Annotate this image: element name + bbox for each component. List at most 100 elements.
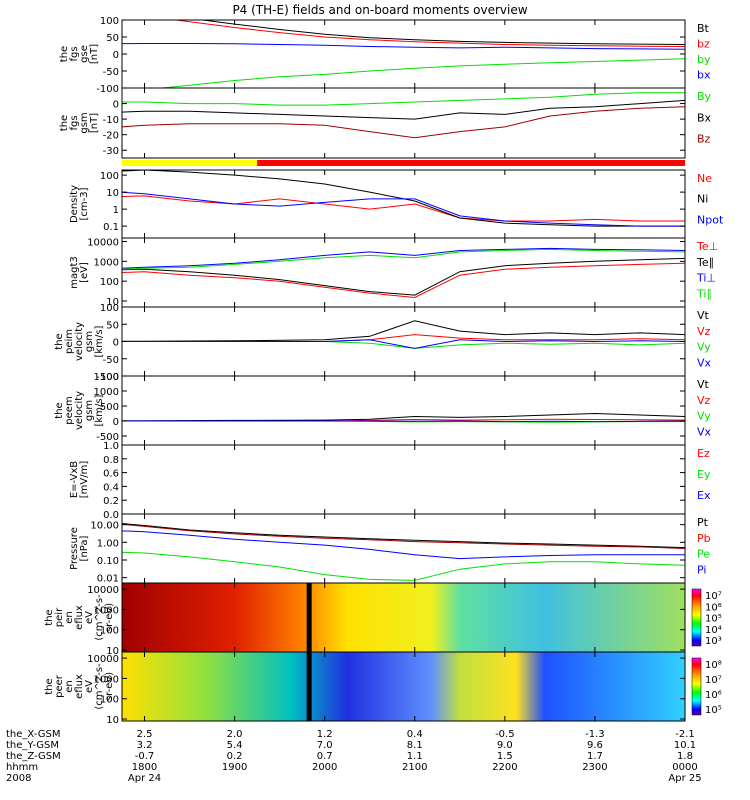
fgs_gse-ylabel: gse bbox=[79, 45, 90, 63]
peim_velocity-ytick-label: -50 bbox=[103, 355, 119, 366]
fgs_gsm-ytick-label: -10 bbox=[103, 115, 119, 126]
fgs_gse-frame bbox=[121, 19, 686, 89]
xaxis-value: Apr 25 bbox=[668, 773, 701, 784]
density-series-2 bbox=[122, 191, 685, 227]
fgs_gse-series-1 bbox=[172, 20, 685, 47]
peim_velocity-ytick-label: -100 bbox=[96, 372, 119, 383]
pressure-frame bbox=[121, 513, 686, 584]
density-ytick-label: 0.1 bbox=[103, 222, 119, 233]
peir_eflux-ylabel: peir bbox=[54, 607, 65, 627]
e_field-ytick-label: 0.2 bbox=[103, 496, 119, 507]
e_field-frame bbox=[121, 444, 686, 515]
e_field-ytick-label: 0.8 bbox=[103, 455, 119, 466]
peem_velocity-legend-3: Vx bbox=[697, 425, 712, 438]
xaxis-row-label: the_Y-GSM bbox=[6, 740, 59, 751]
peim_velocity-legend-2: Vy bbox=[697, 341, 711, 354]
panel-pressure: 10.00 1.00 0.10 0.01 Pressure [nPa] Pt Pb Pe Pi bbox=[69, 513, 711, 585]
xaxis-value: -1.3 bbox=[585, 729, 605, 740]
fgs_gsm-ylabel: gsm bbox=[79, 112, 90, 133]
peim_velocity-ylabel: [km/s] bbox=[94, 325, 105, 357]
peer_eflux-colorbar-tick: 10⁵ bbox=[705, 705, 722, 716]
fgs_gsm-series-1 bbox=[122, 99, 685, 120]
peer_eflux-ylabel: en bbox=[64, 680, 75, 693]
peir_eflux-ylabel: sr-eV) bbox=[104, 603, 115, 632]
temperature-series-2 bbox=[122, 247, 685, 269]
e_field-ylabel: [mV/m] bbox=[79, 461, 90, 499]
xaxis-row-label: the_X-GSM bbox=[6, 729, 60, 740]
peer_eflux-ytick-label: 100 bbox=[100, 695, 119, 706]
density-legend-1: Ni bbox=[697, 193, 708, 206]
peim_velocity-series-0 bbox=[122, 320, 685, 342]
peir_eflux-colorbar-tick: 10³ bbox=[705, 636, 722, 647]
peim_velocity-series-2 bbox=[122, 341, 685, 349]
xaxis-value: 5.4 bbox=[227, 740, 243, 751]
fgs_gsm-series-2 bbox=[122, 106, 685, 139]
peer_eflux-ylabel: eflux bbox=[74, 674, 85, 699]
peem_velocity-ytick-label: 0 bbox=[113, 417, 119, 428]
xaxis-value: 9.0 bbox=[497, 740, 513, 751]
panel-fgs_gsm: 0 -10 -20 -30 the fgs gsm [nT] By Bx Bz bbox=[59, 87, 712, 159]
peir_eflux-ylabel: en bbox=[64, 611, 75, 624]
pressure-legend-1: Pb bbox=[697, 532, 711, 545]
fgs_gse-legend-2: by bbox=[697, 53, 711, 66]
peir_eflux-ylabel: the bbox=[44, 609, 55, 625]
pressure-ytick-label: 0.01 bbox=[97, 574, 119, 585]
peem_velocity-ytick-label: 1000 bbox=[94, 387, 119, 398]
temperature-series-1 bbox=[122, 257, 685, 296]
fgs_gse-ylabel: the bbox=[59, 46, 70, 62]
peim_velocity-series-3 bbox=[122, 339, 685, 349]
xaxis-value: 2200 bbox=[492, 762, 517, 773]
xaxis-value: 9.6 bbox=[587, 740, 603, 751]
fgs_gse-ytick-label: -50 bbox=[103, 67, 119, 78]
peim_velocity-ylabel: velocity bbox=[74, 322, 85, 361]
xaxis-row-label: the_Z-GSM bbox=[6, 751, 61, 762]
peim_velocity-ylabel: peim bbox=[64, 329, 75, 354]
xaxis-value: 1.5 bbox=[497, 751, 513, 762]
panel-temperature: 10000 1000 100 10 magt3 [eV] Te⊥ Te∥ Ti⊥ Ti∥ bbox=[69, 237, 718, 308]
fgs_gsm-series-0 bbox=[122, 92, 685, 106]
peir_eflux-ytick-label: 1000 bbox=[94, 605, 119, 616]
panel-peer_eflux: 10⁸ 10⁷ 10⁶ 10⁵ 10000 1000 100 10 the peer en eflux… bbox=[44, 651, 722, 726]
xaxis-value: 2000 bbox=[312, 762, 337, 773]
fgs_gsm-legend-2: Bz bbox=[697, 133, 711, 146]
peer_eflux-ylabel: the bbox=[44, 678, 55, 694]
peer_eflux-ytick-label: 10 bbox=[106, 715, 119, 726]
e_field-ylabel: E=-VxB bbox=[69, 461, 80, 498]
temperature-legend-2: Ti⊥ bbox=[696, 272, 716, 285]
peem_velocity-legend-2: Vy bbox=[697, 410, 711, 423]
pressure-ytick-label: 0.10 bbox=[97, 556, 119, 567]
figure-title: P4 (TH-E) fields and on-board moments ov… bbox=[232, 3, 527, 17]
peem_velocity-ylabel: peem bbox=[64, 396, 75, 424]
peir_eflux-data-gap bbox=[306, 583, 312, 652]
peir_eflux-colorbar-tick: 10⁶ bbox=[705, 602, 722, 613]
fgs_gse-series-3 bbox=[122, 43, 685, 50]
density-ylabel: Density bbox=[69, 185, 80, 223]
fgs_gse-ytick-label: 50 bbox=[106, 33, 119, 44]
temperature-ytick-label: 100 bbox=[100, 277, 119, 288]
xaxis-value: 1800 bbox=[132, 762, 157, 773]
e_field-ytick-label: 1.0 bbox=[103, 441, 119, 452]
density-legend-2: Npot bbox=[697, 213, 724, 226]
panel-e_field: 1.0 0.8 0.6 0.4 0.2 0.0 E=-VxB [mV/m] Ez Ey Ex bbox=[69, 441, 711, 521]
pressure-ylabel: [nPa] bbox=[79, 535, 90, 561]
temperature-legend-1: Te∥ bbox=[696, 256, 714, 269]
peir_eflux-ylabel: eflux bbox=[74, 605, 85, 630]
panel-peim_velocity: 100 50 0 -50 -100 the peim velocity gsm [km/s] Vt V… bbox=[54, 303, 712, 383]
pressure-ytick-label: 1.00 bbox=[97, 538, 119, 549]
density-ytick-label: 100 bbox=[100, 171, 119, 182]
peer_eflux-ylabel: sr-eV) bbox=[104, 672, 115, 701]
peer_eflux-colorbar-tick: 10⁶ bbox=[705, 690, 722, 701]
fgs_gsm-legend-1: Bx bbox=[697, 111, 712, 124]
e_field-legend-0: Ez bbox=[697, 447, 710, 460]
density-series-1 bbox=[122, 170, 685, 227]
panel-fgs_gse: 100 50 0 -50 -100 the fgs gse [nT] Bt bz by bx bbox=[59, 16, 711, 95]
peem_velocity-ytick-label: -500 bbox=[96, 432, 119, 443]
pressure-legend-0: Pt bbox=[697, 516, 709, 529]
peir_eflux-ytick-label: 10000 bbox=[87, 585, 119, 596]
fgs_gse-ytick-label: 100 bbox=[100, 16, 119, 27]
xaxis-value: 2100 bbox=[402, 762, 427, 773]
temperature-ytick-label: 1000 bbox=[94, 257, 119, 268]
density-frame bbox=[121, 169, 686, 239]
